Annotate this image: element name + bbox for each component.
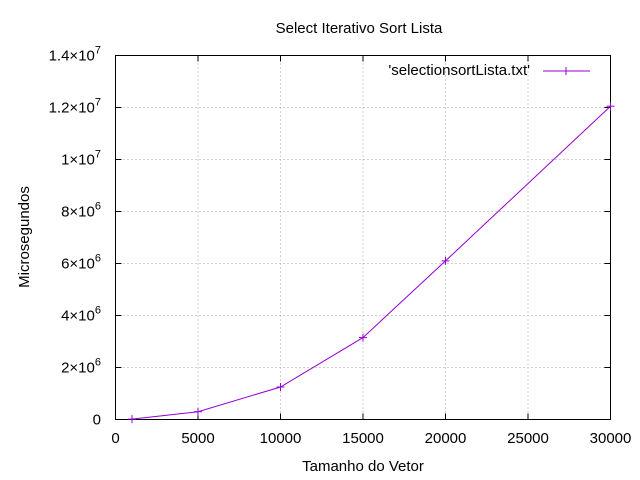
data-point — [276, 383, 285, 391]
legend-marker — [562, 67, 570, 75]
data-point — [606, 102, 615, 111]
y-axis-label: Microsegundos — [16, 186, 33, 288]
legend: 'selectionsortLista.txt' — [388, 62, 590, 79]
x-tick-label: 5000 — [181, 430, 214, 447]
x-tick-label: 20000 — [425, 430, 467, 447]
data-point — [194, 407, 202, 416]
x-tick-label: 15000 — [342, 430, 384, 447]
plot-frame — [115, 55, 611, 420]
chart-title: Select Iterativo Sort Lista — [276, 20, 443, 37]
x-tick-label: 0 — [111, 430, 119, 447]
y-tick-label: 1.4×107 — [49, 45, 101, 65]
x-tick-label: 25000 — [507, 430, 549, 447]
y-tick-mantissa: 2×10 — [61, 360, 95, 377]
x-tick-labels: 0 5000 10000 15000 20000 25000 30000 — [111, 430, 631, 447]
y-tick-label: 2×106 — [61, 357, 101, 377]
y-tick-mantissa: 1×10 — [61, 152, 95, 169]
y-tick-exponent: 7 — [95, 97, 101, 109]
y-tick-mantissa: 4×10 — [61, 308, 95, 325]
y-tick-label: 1.2×107 — [49, 97, 101, 117]
y-tick-label: 4×106 — [61, 305, 101, 325]
y-tick-exponent: 6 — [95, 305, 101, 317]
data-point — [441, 256, 450, 265]
series-line — [131, 105, 611, 420]
legend-marker-cross — [562, 67, 570, 75]
y-tick-mantissa: 1.2×10 — [49, 100, 95, 117]
x-tick-label: 30000 — [590, 430, 632, 447]
y-tick-exponent: 6 — [95, 201, 101, 213]
y-tick-label: 6×106 — [61, 253, 101, 273]
x-tick-label: 10000 — [260, 430, 302, 447]
legend-label: 'selectionsortLista.txt' — [388, 62, 530, 79]
y-tick-label: 0 — [93, 412, 101, 429]
y-tick-label: 8×106 — [61, 201, 101, 221]
y-tick-exponent: 7 — [95, 149, 101, 161]
x-axis-label: Tamanho do Vetor — [302, 458, 424, 475]
y-tick-mantissa: 6×10 — [61, 256, 95, 273]
y-tick-mantissa: 8×10 — [61, 204, 95, 221]
y-tick-exponent: 6 — [95, 253, 101, 265]
y-tick-mantissa: 1.4×10 — [49, 48, 95, 65]
y-tick-exponent: 7 — [95, 45, 101, 57]
data-point — [128, 415, 136, 424]
data-point — [359, 333, 367, 342]
y-tick-exponent: 6 — [95, 357, 101, 369]
axis-ticks — [115, 55, 611, 420]
series — [128, 102, 615, 424]
grid — [115, 55, 611, 420]
y-tick-label: 1×107 — [61, 149, 101, 169]
y-tick-mantissa: 0 — [93, 412, 101, 429]
